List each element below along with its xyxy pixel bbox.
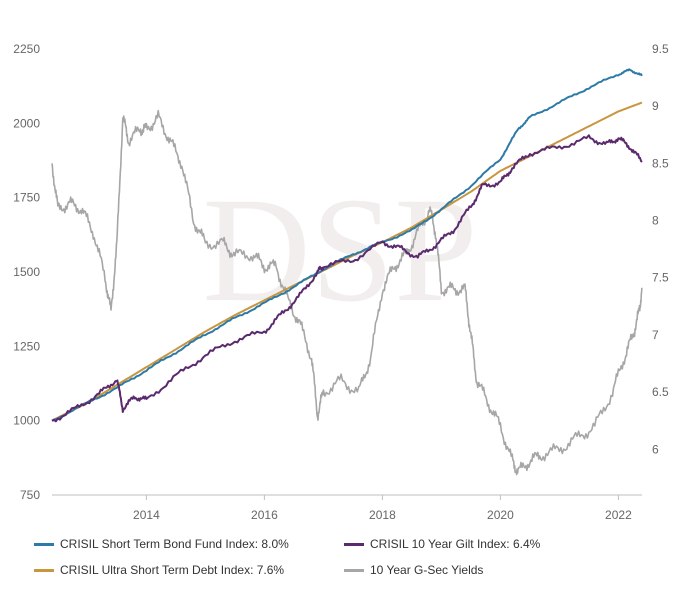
y-right-tick-9: 9 — [652, 99, 659, 113]
y-left-tick-2000: 2000 — [13, 116, 40, 130]
legend-item-gilt: CRISIL 10 Year Gilt Index: 6.4% — [344, 537, 540, 551]
legend-swatch-short-term-bond — [34, 542, 54, 546]
legend-label-gsec-yields: 10 Year G-Sec Yields — [370, 563, 484, 577]
legend-swatch-ultra-short — [34, 568, 54, 572]
y-right-tick-6: 6 — [652, 442, 659, 456]
legend-item-gsec-yields: 10 Year G-Sec Yields — [344, 563, 483, 577]
x-tick-2022: 2022 — [605, 508, 632, 522]
right-axis: 6 6.5 7 7.5 8 8.5 9 9.5 — [652, 42, 669, 456]
x-tick-2014: 2014 — [133, 508, 160, 522]
series-10y-gilt — [51, 134, 643, 423]
y-left-tick-1750: 1750 — [13, 191, 40, 205]
y-left-tick-1000: 1000 — [13, 414, 40, 428]
legend-item-short-term-bond: CRISIL Short Term Bond Fund Index: 8.0% — [34, 537, 289, 551]
y-right-tick-7-5: 7.5 — [652, 271, 669, 285]
y-right-tick-7: 7 — [652, 328, 659, 342]
y-left-tick-1250: 1250 — [13, 339, 40, 353]
x-tick-2018: 2018 — [369, 508, 396, 522]
y-left-tick-1500: 1500 — [13, 265, 40, 279]
series-ultra-short-debt — [51, 101, 643, 422]
y-left-tick-2250: 2250 — [13, 42, 40, 56]
y-right-tick-6-5: 6.5 — [652, 385, 669, 399]
legend-swatch-gilt — [344, 542, 364, 546]
left-axis: 750 1000 1250 1500 1750 2000 2250 — [13, 42, 40, 502]
legend-label-gilt: CRISIL 10 Year Gilt Index: 6.4% — [370, 537, 541, 551]
y-right-tick-8: 8 — [652, 214, 659, 228]
series-gsec-yields — [51, 109, 643, 476]
x-tick-2016: 2016 — [251, 508, 278, 522]
y-right-tick-9-5: 9.5 — [652, 42, 669, 56]
x-tick-2020: 2020 — [487, 508, 514, 522]
legend-swatch-gsec-yields — [344, 568, 364, 572]
x-axis: 2014 2016 2018 2020 2022 — [52, 494, 642, 522]
legend: CRISIL Short Term Bond Fund Index: 8.0% … — [34, 537, 654, 585]
watermark: DSP — [202, 167, 477, 333]
legend-item-ultra-short: CRISIL Ultra Short Term Debt Index: 7.6% — [34, 563, 284, 577]
y-left-tick-750: 750 — [20, 488, 40, 502]
legend-label-ultra-short: CRISIL Ultra Short Term Debt Index: 7.6% — [60, 563, 285, 577]
legend-label-short-term-bond: CRISIL Short Term Bond Fund Index: 8.0% — [60, 537, 289, 551]
y-right-tick-8-5: 8.5 — [652, 156, 669, 170]
series-layer — [51, 68, 643, 476]
